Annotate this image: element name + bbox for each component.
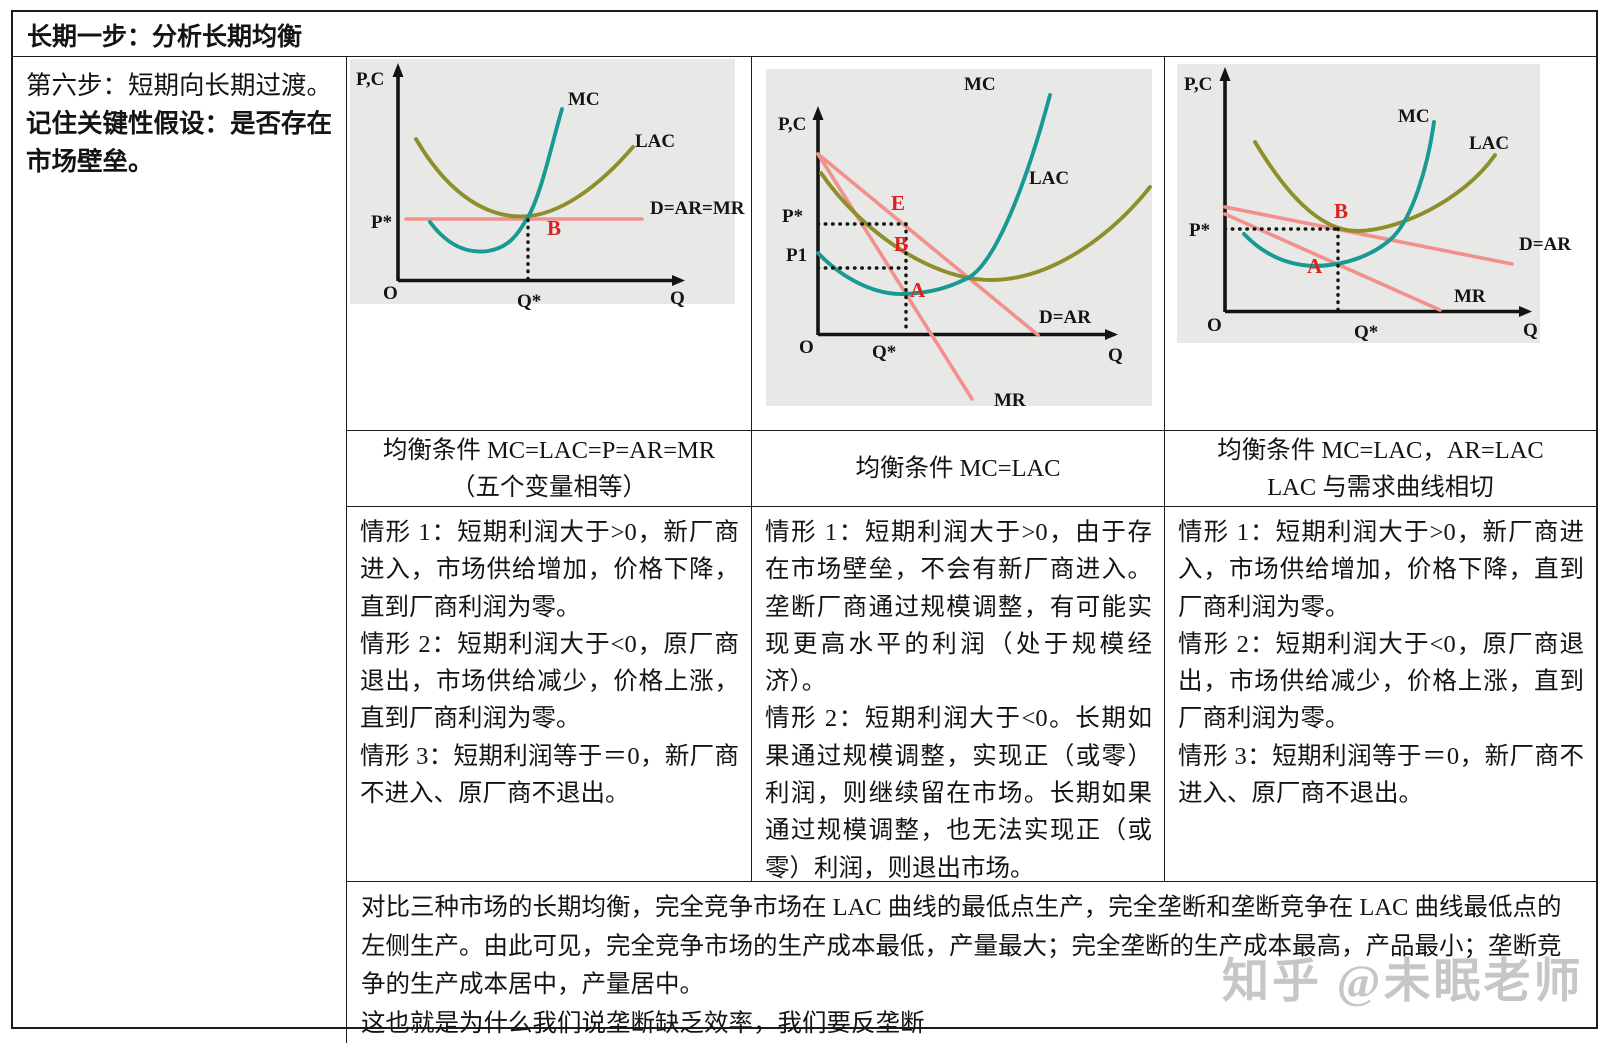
- origin-label: O: [383, 283, 398, 304]
- x-axis-arrow-icon: [1519, 306, 1532, 317]
- equilibrium-cell-perfect-competition: 均衡条件 MC=LAC=P=AR=MR （五个变量相等）: [347, 431, 752, 507]
- mr-line: [816, 152, 974, 401]
- chart-cell-monopoly: MC P,C LAC E P* B P1 A D=AR MR O Q* Q: [752, 57, 1165, 431]
- demand-line: [816, 152, 1040, 337]
- mc-label: MC: [568, 89, 600, 110]
- y-axis-label: P,C: [778, 114, 806, 135]
- equilibrium-condition-note: （五个变量相等）: [451, 473, 647, 501]
- mc-label: MC: [1398, 106, 1430, 127]
- mc-curve: [816, 93, 1052, 296]
- quantity-label: Q*: [517, 291, 541, 312]
- comparison-cell: 对比三种市场的长期均衡，完全竞争市场在 LAC 曲线的最低点生产，完全垄断和垄断…: [347, 882, 1596, 1043]
- x-axis-label: Q: [1523, 320, 1538, 341]
- scenario-item: 情形 3：短期利润等于＝0，新厂商不进入、原厂商不退出。: [1178, 742, 1584, 808]
- table-header: 长期一步：分析长期均衡: [13, 12, 1596, 57]
- scenario-item: 情形 2：短期利润大于<0，原厂商退出，市场供给减少，价格上涨，直到厂商利润为零…: [1178, 630, 1584, 733]
- page-title: 长期一步：分析长期均衡: [27, 24, 303, 51]
- point-a-label: A: [910, 278, 926, 302]
- x-axis-arrow-icon: [1105, 329, 1118, 340]
- quantity-label: Q*: [1354, 322, 1378, 343]
- scenario-item: 情形 1：短期利润大于>0，由于存在市场壁垒，不会有新厂商进入。垄断厂商通过规模…: [765, 519, 1152, 696]
- y-axis-arrow-icon: [392, 63, 404, 77]
- equilibrium-condition-note: LAC 与需求曲线相切: [1267, 473, 1494, 501]
- lac-curve: [819, 171, 1152, 282]
- price-label: P*: [782, 206, 803, 227]
- price-label: P*: [371, 212, 392, 233]
- lac-label: LAC: [1029, 168, 1069, 189]
- key-assumption: 记住关键性假设：是否存在市场壁垒。: [26, 109, 333, 176]
- demand-label: D=AR=MR: [650, 198, 745, 219]
- x-axis-label: Q: [1108, 345, 1123, 366]
- lac-curve: [1253, 140, 1497, 233]
- demand-line: [1223, 205, 1514, 266]
- point-b-label: B: [894, 232, 908, 256]
- mc-curve: [428, 107, 564, 254]
- point-e-label: E: [891, 191, 905, 215]
- equilibrium-cell-monopoly: 均衡条件 MC=LAC: [752, 431, 1165, 507]
- y-axis-label: P,C: [1184, 74, 1212, 95]
- comparison-conclusion: 这也就是为什么我们说垄断缺乏效率，我们要反垄断: [361, 1009, 925, 1037]
- y-axis-arrow-icon: [812, 106, 824, 120]
- chart-cell-perfect-competition: P,C MC LAC D=AR=MR P* B O Q* Q: [347, 57, 752, 431]
- mc-label: MC: [964, 74, 996, 95]
- chart-perfect-competition: P,C MC LAC D=AR=MR P* B O Q* Q: [350, 59, 745, 312]
- point-a-label: A: [1307, 254, 1323, 278]
- scenario-cell-perfect-competition: 情形 1：短期利润大于>0，新厂商进入，市场供给增加，价格下降，直到厂商利润为零…: [347, 507, 752, 882]
- point-b-label: B: [547, 216, 561, 240]
- point-b-label: B: [1334, 199, 1348, 223]
- origin-label: O: [799, 337, 814, 358]
- lac-label: LAC: [635, 131, 675, 152]
- long-run-equilibrium-table: 长期一步：分析长期均衡 第六步：短期向长期过渡。 记住关键性假设：是否存在市场壁…: [11, 10, 1598, 1043]
- zhihu-watermark: 知乎 @未眠老师: [1222, 956, 1584, 1008]
- x-axis-label: Q: [670, 288, 685, 309]
- step-note: 第六步：短期向长期过渡。: [26, 71, 333, 100]
- x-axis-arrow-icon: [672, 275, 685, 286]
- scenario-cell-monopoly: 情形 1：短期利润大于>0，由于存在市场壁垒，不会有新厂商进入。垄断厂商通过规模…: [752, 507, 1165, 882]
- price1-label: P1: [786, 245, 807, 266]
- origin-label: O: [1207, 315, 1222, 336]
- equilibrium-condition: 均衡条件 MC=LAC: [855, 455, 1061, 482]
- equilibrium-condition: 均衡条件 MC=LAC=P=AR=MR: [382, 436, 716, 464]
- chart-monopolistic-competition: P,C MC LAC B P* A D=AR MR O Q* Q: [1177, 64, 1571, 343]
- demand-label: D=AR: [1519, 234, 1571, 255]
- demand-label: D=AR: [1039, 307, 1091, 328]
- y-axis-label: P,C: [356, 69, 384, 90]
- mc-curve: [1242, 120, 1436, 268]
- scenario-item: 情形 3：短期利润等于＝0，新厂商不进入、原厂商不退出。: [360, 742, 739, 808]
- quantity-label: Q*: [872, 342, 896, 363]
- step-note-cell: 第六步：短期向长期过渡。 记住关键性假设：是否存在市场壁垒。: [13, 57, 347, 1043]
- scenario-item: 情形 1：短期利润大于>0，新厂商进入，市场供给增加，价格下降，直到厂商利润为零…: [1178, 519, 1584, 621]
- mr-label: MR: [1454, 286, 1486, 307]
- y-axis-arrow-icon: [1219, 67, 1231, 81]
- mr-label: MR: [994, 390, 1026, 411]
- equilibrium-cell-monopolistic-competition: 均衡条件 MC=LAC，AR=LAC LAC 与需求曲线相切: [1165, 431, 1596, 507]
- lac-label: LAC: [1469, 133, 1509, 154]
- chart-cell-monopolistic-competition: P,C MC LAC B P* A D=AR MR O Q* Q: [1165, 57, 1596, 431]
- equilibrium-condition: 均衡条件 MC=LAC，AR=LAC: [1217, 436, 1544, 464]
- scenario-item: 情形 2：短期利润大于<0，原厂商退出，市场供给减少，价格上涨，直到厂商利润为零…: [360, 630, 739, 733]
- scenario-cell-monopolistic-competition: 情形 1：短期利润大于>0，新厂商进入，市场供给增加，价格下降，直到厂商利润为零…: [1165, 507, 1596, 882]
- lac-curve: [414, 137, 635, 219]
- comparison-paragraph: 对比三种市场的长期均衡，完全竞争市场在 LAC 曲线的最低点生产，完全垄断和垄断…: [361, 894, 1562, 998]
- price-label: P*: [1189, 220, 1210, 241]
- scenario-item: 情形 1：短期利润大于>0，新厂商进入，市场供给增加，价格下降，直到厂商利润为零…: [360, 519, 739, 621]
- chart-monopoly: MC P,C LAC E P* B P1 A D=AR MR O Q* Q: [766, 69, 1152, 411]
- scenario-item: 情形 2：短期利润大于<0。长期如果通过规模调整，实现正（或零）利润，则继续留在…: [765, 705, 1152, 882]
